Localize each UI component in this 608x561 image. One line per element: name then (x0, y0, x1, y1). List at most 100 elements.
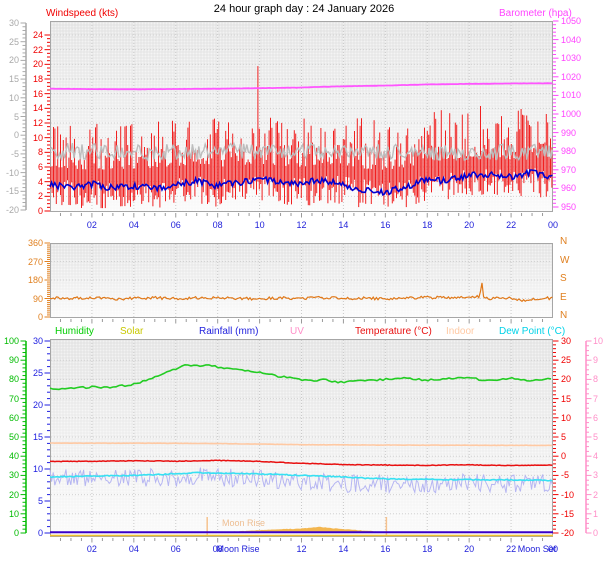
red_left-tick-label: 16 (32, 88, 43, 99)
gray_left-tick-label: -20 (5, 205, 19, 215)
green_left-tick-label: 80 (8, 374, 19, 385)
green_left-tick-label: 90 (8, 355, 19, 366)
x-label-top: 04 (128, 220, 139, 230)
red_left-tick-label: 4 (37, 176, 43, 187)
red_right-tick-label: 30 (561, 336, 572, 346)
x-label-bottom: 08 (212, 544, 223, 554)
pink_right-tick-label: 9 (593, 355, 599, 366)
legend-indoor: Indoor (446, 326, 475, 337)
blue_left-tick-label: 30 (32, 336, 43, 346)
compass-letter: W (560, 254, 570, 266)
legend-temperature-c: Temperature (°C) (355, 326, 432, 337)
orange_left-tick-label: 360 (27, 238, 43, 248)
blue_left-tick-label: 5 (37, 496, 43, 506)
magenta_right-tick-label: 1010 (561, 90, 582, 101)
gray_left-tick-label: 30 (8, 18, 19, 28)
magenta_right-tick-label: 990 (561, 127, 577, 138)
gray_left-tick-label: -5 (10, 148, 19, 159)
wind-direction-plot (50, 243, 553, 318)
pink_right-tick-label: 3 (593, 470, 599, 481)
pink_right-tick-label: 10 (593, 336, 604, 346)
x-label-top: 18 (422, 220, 433, 230)
x-label-bottom: 04 (128, 544, 139, 554)
x-label-bottom: 22 (506, 544, 517, 554)
moon-set-label: Moon Set (517, 544, 557, 554)
graph-title: 24 hour graph day : 24 January 2026 (213, 3, 395, 15)
green_left-tick-label: 50 (8, 432, 19, 442)
red_right-tick-label: -20 (561, 528, 575, 538)
legend-solar: Solar (120, 326, 144, 337)
red_left-tick-label: 14 (32, 103, 43, 114)
red_right-tick-label: 20 (561, 374, 572, 385)
x-label-bottom: 16 (380, 544, 391, 554)
red_left-tick-label: 0 (37, 206, 43, 216)
windspeed-axis-title: Windspeed (kts) (46, 8, 119, 19)
wind-barometer-plot (50, 21, 553, 212)
gray_left-tick-label: -10 (5, 167, 19, 178)
x-label-top: 20 (464, 220, 475, 230)
magenta_right-tick-label: 1040 (561, 34, 582, 45)
x-label-bottom: 00 (547, 544, 558, 554)
x-label-top: 12 (296, 220, 307, 230)
x-label-top: 16 (380, 220, 391, 230)
green_left-tick-label: 10 (8, 508, 19, 519)
gray_left-tick-label: 5 (13, 111, 19, 122)
pink_right-tick-label: 0 (593, 528, 599, 538)
gray_left-tick-label: 20 (8, 55, 19, 66)
x-label-bottom: 12 (296, 544, 307, 554)
legend-rainfall-mm: Rainfall (mm) (199, 326, 259, 337)
blue_left-tick-label: 25 (32, 368, 43, 378)
orange_left-tick-label: 0 (37, 312, 43, 322)
red_right-tick-label: -15 (561, 508, 575, 519)
magenta_right-tick-label: 950 (561, 202, 577, 212)
pink_right-tick-label: 8 (593, 374, 599, 385)
orange_left-tick-label: 90 (32, 293, 43, 304)
red_left-tick-label: 12 (32, 118, 43, 128)
x-label-bottom: 20 (464, 544, 475, 554)
blue_left-tick-label: 15 (32, 432, 43, 442)
pink_right-tick-label: 5 (593, 432, 599, 442)
red_right-tick-label: 5 (561, 432, 567, 442)
x-label-top: 06 (170, 220, 181, 230)
red_right-tick-label: 25 (561, 355, 572, 366)
green_left-tick-label: 100 (3, 336, 19, 346)
x-label-bottom: 02 (86, 544, 97, 554)
red_left-tick-label: 22 (32, 44, 43, 55)
magenta_right-tick-label: 1030 (561, 53, 582, 64)
orange_left-tick-label: 180 (27, 275, 43, 285)
red_right-tick-label: -10 (561, 489, 575, 500)
x-label-top: 08 (212, 220, 223, 230)
legend-dew-point-c: Dew Point (°C) (499, 326, 566, 337)
x-label-top: 10 (254, 220, 265, 230)
gray_left-tick-label: 15 (8, 74, 19, 85)
compass-letter: N (560, 236, 568, 247)
pink_right-tick-label: 1 (593, 508, 599, 519)
gray_left-tick-label: 25 (8, 36, 19, 47)
x-label-top: 02 (86, 220, 97, 230)
x-label-bottom: 18 (422, 544, 433, 554)
red_left-tick-label: 2 (37, 191, 43, 202)
pink_right-tick-label: 6 (593, 412, 599, 423)
red_left-tick-label: 18 (32, 74, 43, 84)
x-label-top: 22 (506, 220, 517, 230)
x-label-top: 14 (338, 220, 349, 230)
blue_left-tick-label: 10 (32, 464, 43, 474)
x-label-top: 00 (547, 220, 558, 230)
barometer-axis-title: Barometer (hpa) (499, 8, 572, 19)
green_left-tick-label: 60 (8, 412, 19, 423)
compass-letter: N (560, 310, 568, 321)
magenta_right-tick-label: 970 (561, 164, 577, 175)
red_left-tick-label: 8 (37, 147, 43, 158)
gray_left-tick-label: 10 (8, 92, 19, 103)
compass-letter: E (560, 291, 567, 303)
gray_left-tick-label: -15 (5, 186, 19, 197)
red_left-tick-label: 6 (37, 162, 43, 172)
moon-rise-label: Moon Rise (216, 544, 260, 554)
green_left-tick-label: 40 (8, 451, 19, 462)
blue_left-tick-label: 20 (32, 400, 43, 410)
red_left-tick-label: 10 (32, 132, 43, 143)
red_right-tick-label: 10 (561, 412, 572, 423)
red_right-tick-label: -5 (561, 470, 570, 481)
x-label-bottom: 14 (338, 544, 349, 554)
